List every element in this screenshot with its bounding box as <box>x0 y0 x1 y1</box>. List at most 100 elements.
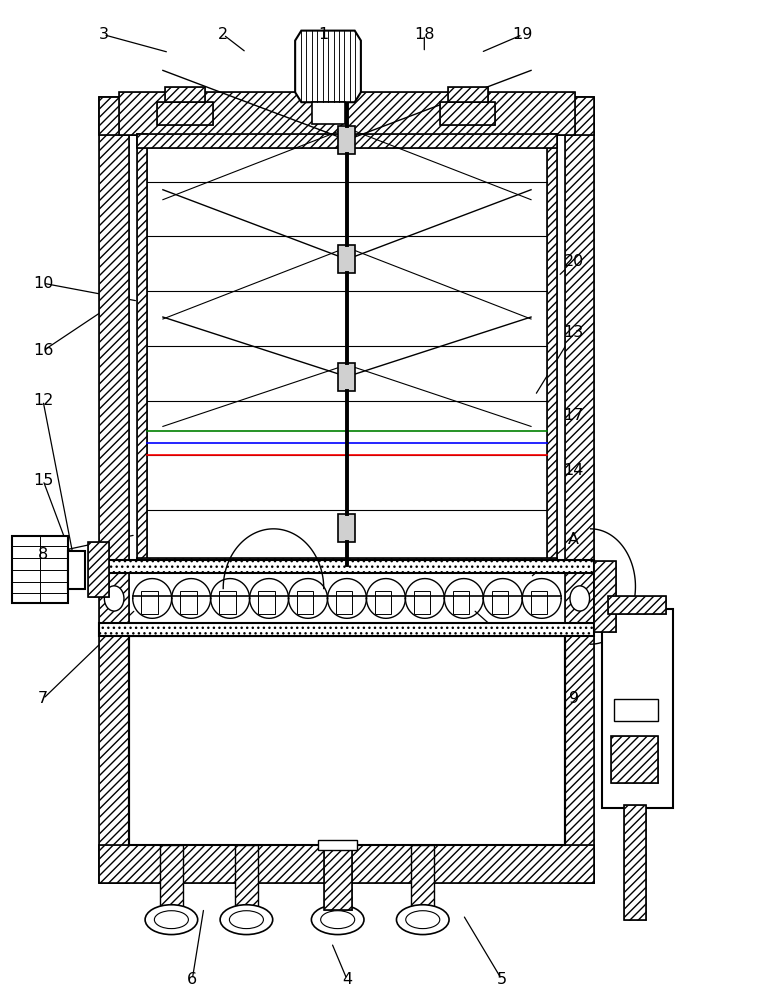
Bar <box>160 845 183 910</box>
Bar <box>324 845 351 910</box>
Ellipse shape <box>145 905 198 935</box>
Bar <box>411 845 435 910</box>
Bar <box>447 87 488 102</box>
Bar <box>141 591 157 614</box>
Bar <box>100 845 594 883</box>
Bar <box>608 596 666 614</box>
Bar <box>612 736 658 783</box>
Text: 2: 2 <box>218 27 228 42</box>
Bar <box>375 591 391 614</box>
Text: 16: 16 <box>33 343 53 358</box>
Bar <box>319 840 357 850</box>
Bar <box>336 591 352 614</box>
Text: 8: 8 <box>38 547 48 562</box>
Circle shape <box>570 586 590 611</box>
Bar <box>136 558 557 572</box>
Text: 19: 19 <box>513 27 533 42</box>
Bar <box>258 591 274 614</box>
Bar <box>530 591 547 614</box>
Ellipse shape <box>397 905 449 935</box>
Polygon shape <box>295 31 361 102</box>
Bar <box>312 102 344 124</box>
Bar <box>453 591 469 614</box>
Bar <box>612 736 658 783</box>
Bar <box>100 623 594 636</box>
Bar <box>338 126 355 154</box>
Text: 6: 6 <box>187 972 197 987</box>
Bar <box>614 699 658 721</box>
Text: 10: 10 <box>33 276 53 291</box>
Bar <box>594 561 616 632</box>
Bar <box>414 591 430 614</box>
Bar <box>100 560 594 573</box>
Text: A: A <box>568 532 579 547</box>
Bar <box>624 805 646 920</box>
Bar <box>297 591 313 614</box>
Text: 15: 15 <box>33 473 53 488</box>
Bar <box>136 134 557 148</box>
Bar <box>165 87 206 102</box>
Text: 7: 7 <box>38 691 48 706</box>
Bar <box>100 97 594 135</box>
Bar <box>129 636 565 845</box>
Bar <box>326 845 349 910</box>
Bar <box>100 560 594 573</box>
Bar <box>338 245 355 273</box>
Ellipse shape <box>154 911 189 929</box>
Bar <box>100 97 594 135</box>
Ellipse shape <box>220 905 273 935</box>
Bar <box>68 551 85 589</box>
Bar <box>157 102 213 125</box>
Bar <box>594 561 616 632</box>
Bar <box>338 363 355 391</box>
Bar <box>624 805 646 920</box>
Text: 20: 20 <box>563 254 583 269</box>
Bar <box>234 845 258 910</box>
Bar <box>136 134 147 572</box>
Bar <box>565 97 594 883</box>
Bar <box>100 97 129 883</box>
Text: 3: 3 <box>98 27 108 42</box>
Bar <box>547 134 557 572</box>
Text: 17: 17 <box>563 408 583 423</box>
Bar <box>219 591 235 614</box>
Bar <box>326 845 349 910</box>
Bar <box>440 102 495 125</box>
Bar <box>136 134 147 572</box>
Bar <box>118 92 575 135</box>
Bar <box>234 845 258 910</box>
Circle shape <box>104 586 124 611</box>
Bar <box>447 87 488 102</box>
Bar <box>100 623 594 636</box>
Ellipse shape <box>312 905 364 935</box>
Bar <box>180 591 196 614</box>
Bar <box>88 542 109 597</box>
Bar <box>608 596 666 614</box>
Text: 1: 1 <box>319 27 329 42</box>
Bar <box>157 102 213 125</box>
Bar <box>136 558 557 572</box>
Ellipse shape <box>406 911 440 929</box>
Bar <box>12 536 68 603</box>
Ellipse shape <box>229 911 263 929</box>
Text: 12: 12 <box>33 393 53 408</box>
Text: 13: 13 <box>563 325 583 340</box>
Bar <box>88 542 109 597</box>
Bar <box>547 134 557 572</box>
Bar <box>324 845 351 910</box>
Text: 18: 18 <box>414 27 435 42</box>
Bar <box>100 845 594 883</box>
Text: 5: 5 <box>496 972 506 987</box>
Bar <box>338 514 355 542</box>
Bar <box>411 845 435 910</box>
Bar <box>100 97 129 883</box>
Text: 4: 4 <box>342 972 352 987</box>
Bar <box>602 609 673 808</box>
Bar <box>565 97 594 883</box>
Bar <box>160 845 183 910</box>
Text: 9: 9 <box>569 691 579 706</box>
Text: 14: 14 <box>563 463 583 478</box>
Bar <box>165 87 206 102</box>
Ellipse shape <box>321 911 354 929</box>
Bar <box>440 102 495 125</box>
